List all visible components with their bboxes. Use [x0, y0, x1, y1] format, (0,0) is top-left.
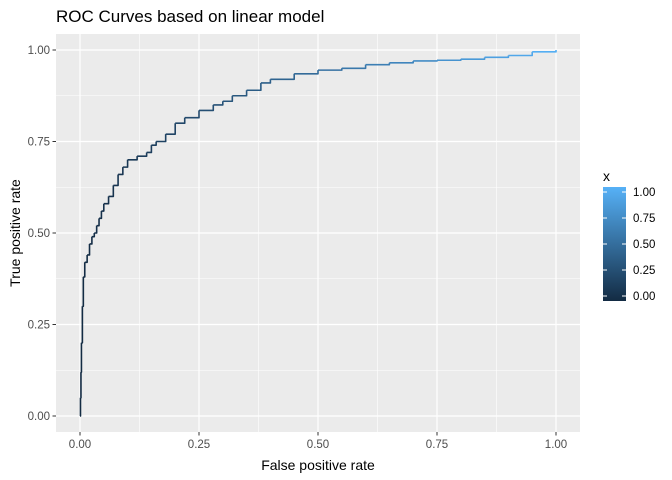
roc-segment: [246, 82, 262, 92]
color-legend: x 0.00 0.25 0.50 0.75 1.00: [603, 168, 655, 303]
roc-segment: [113, 174, 119, 187]
legend-tick-label: 0.75: [633, 213, 655, 225]
roc-segment: [165, 123, 176, 135]
roc-segment: [222, 95, 234, 103]
roc-segment: [118, 167, 124, 176]
chart-title: ROC Curves based on linear model: [56, 7, 324, 26]
x-tick-label: 1.00: [545, 439, 567, 451]
y-tick-label: 1.00: [28, 45, 50, 57]
roc-segment: [213, 101, 224, 106]
roc-segment: [137, 152, 148, 157]
roc-segment: [84, 254, 88, 264]
roc-segment: [82, 276, 85, 307]
roc-segment: [151, 141, 157, 146]
roc-segment: [89, 236, 93, 245]
roc-segment: [108, 185, 115, 198]
legend-tick-label: 0.00: [633, 291, 655, 303]
legend-ticks: 0.00 0.25 0.50 0.75 1.00: [603, 187, 655, 303]
roc-segment: [199, 104, 215, 112]
roc-segment: [99, 211, 103, 220]
x-axis-ticks: 0.00 0.25 0.50 0.75 1.00: [69, 432, 567, 451]
roc-segment: [184, 110, 200, 119]
roc-segment: [101, 203, 105, 212]
y-tick-label: 0.75: [28, 137, 50, 149]
roc-segment: [81, 306, 84, 344]
roc-segment: [83, 262, 86, 278]
roc-segment: [341, 64, 367, 70]
legend-colorbar: [603, 187, 626, 301]
roc-segment: [127, 156, 138, 161]
roc-segment: [103, 196, 110, 205]
roc-segment: [91, 233, 96, 238]
legend-title: x: [603, 168, 610, 184]
roc-segment: [96, 218, 100, 227]
roc-segment: [232, 90, 248, 97]
legend-tick-label: 0.50: [633, 239, 655, 251]
roc-segment: [122, 159, 129, 168]
roc-segment: [94, 225, 98, 234]
x-tick-label: 0.25: [188, 439, 210, 451]
roc-segment: [175, 117, 186, 124]
y-tick-label: 0.25: [28, 320, 50, 332]
y-tick-label: 0.50: [28, 228, 50, 240]
x-axis-title: False positive rate: [261, 457, 375, 473]
grid-lines: [56, 34, 580, 432]
roc-segment: [270, 73, 295, 81]
legend-tick-label: 0.25: [633, 265, 655, 277]
y-tick-label: 0.00: [28, 411, 50, 423]
x-tick-label: 0.00: [69, 439, 91, 451]
roc-segment: [413, 60, 438, 62]
roc-segment: [260, 79, 272, 84]
y-axis-title: True positive rate: [7, 179, 23, 287]
roc-curve: [79, 50, 557, 417]
x-tick-label: 0.75: [426, 439, 448, 451]
roc-segment: [294, 70, 319, 75]
x-tick-label: 0.50: [307, 439, 329, 451]
roc-segment: [87, 243, 91, 256]
y-axis-ticks: 0.00 0.25 0.50 0.75 1.00: [28, 45, 56, 423]
roc-segment: [508, 51, 533, 57]
legend-tick-label: 1.00: [633, 187, 655, 199]
roc-segment: [146, 145, 153, 154]
roc-segment: [156, 134, 167, 143]
roc-segment: [532, 50, 557, 53]
